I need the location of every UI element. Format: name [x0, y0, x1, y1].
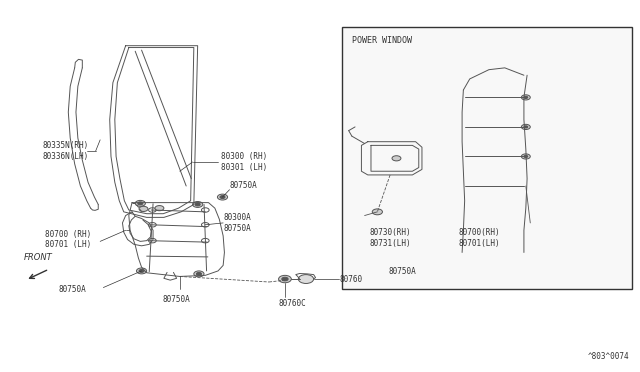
- Text: 80300 (RH)
80301 (LH): 80300 (RH) 80301 (LH): [221, 152, 268, 172]
- Text: 80700(RH)
80701(LH): 80700(RH) 80701(LH): [459, 228, 500, 248]
- Text: POWER WINDOW: POWER WINDOW: [352, 36, 412, 45]
- Circle shape: [298, 275, 314, 283]
- Circle shape: [139, 206, 148, 211]
- Text: ^803^0074: ^803^0074: [588, 352, 629, 361]
- Text: 80335N(RH)
80336N(LH): 80335N(RH) 80336N(LH): [43, 141, 89, 161]
- Circle shape: [522, 124, 531, 129]
- Circle shape: [155, 206, 164, 211]
- Circle shape: [524, 126, 528, 128]
- Circle shape: [135, 201, 145, 206]
- Text: 80750A: 80750A: [388, 267, 416, 276]
- FancyBboxPatch shape: [342, 27, 632, 289]
- Circle shape: [522, 95, 531, 100]
- Text: 80700 (RH)
80701 (LH): 80700 (RH) 80701 (LH): [45, 230, 91, 249]
- Circle shape: [193, 202, 203, 208]
- Circle shape: [218, 194, 228, 200]
- Text: 80300A
80750A: 80300A 80750A: [223, 213, 251, 232]
- Circle shape: [522, 154, 531, 159]
- Circle shape: [278, 275, 291, 283]
- Circle shape: [138, 202, 143, 205]
- Text: 80750A: 80750A: [163, 295, 191, 304]
- Circle shape: [136, 268, 147, 274]
- Text: 80750A: 80750A: [230, 181, 257, 190]
- Circle shape: [139, 269, 144, 272]
- Circle shape: [220, 196, 225, 199]
- Circle shape: [195, 203, 200, 206]
- Circle shape: [194, 271, 204, 277]
- Circle shape: [282, 277, 288, 281]
- Circle shape: [372, 209, 383, 215]
- Text: 80750A: 80750A: [59, 285, 86, 294]
- Circle shape: [524, 155, 528, 158]
- Circle shape: [524, 96, 528, 99]
- Text: FRONT: FRONT: [24, 253, 52, 262]
- Circle shape: [196, 272, 202, 275]
- Circle shape: [374, 210, 381, 214]
- Circle shape: [392, 156, 401, 161]
- Text: 80760C: 80760C: [278, 299, 307, 308]
- Text: 80730(RH)
80731(LH): 80730(RH) 80731(LH): [370, 228, 412, 248]
- Text: 80760: 80760: [339, 275, 362, 283]
